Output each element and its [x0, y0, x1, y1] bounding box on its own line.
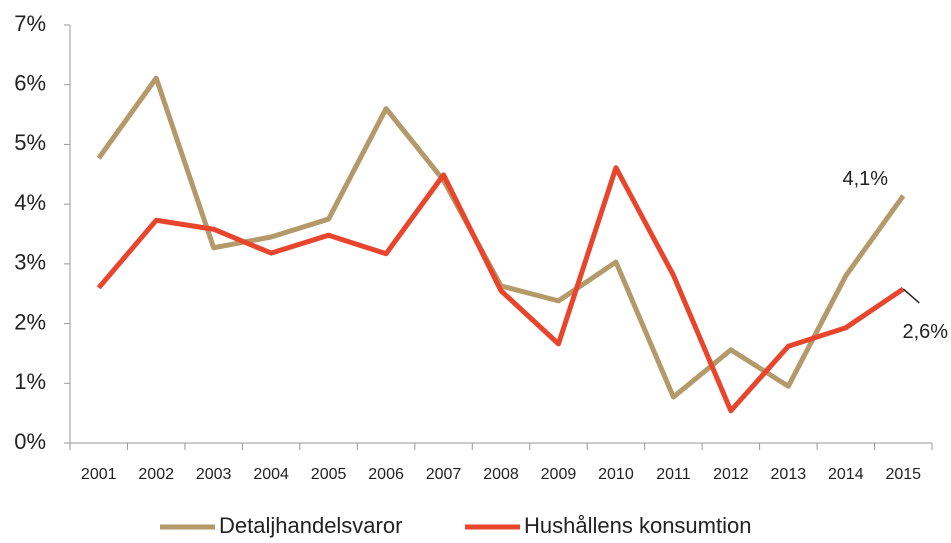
series-line — [96, 165, 905, 414]
y-tick-label: 2% — [14, 309, 46, 334]
label-leader — [902, 288, 920, 304]
value-label: 4,1% — [842, 168, 888, 190]
x-tick-label: 2003 — [196, 466, 232, 483]
x-tick-label: 2009 — [541, 466, 577, 483]
x-tick-label: 2011 — [656, 466, 691, 483]
y-tick-label: 7% — [14, 11, 46, 36]
x-tick-label: 2004 — [253, 466, 289, 483]
y-tick-label: 3% — [14, 250, 46, 275]
x-tick-label: 2008 — [483, 466, 519, 483]
y-tick-label: 1% — [14, 369, 46, 394]
x-tick-label: 2006 — [368, 466, 404, 483]
y-tick-label: 5% — [14, 130, 46, 155]
x-tick-label: 2001 — [81, 466, 117, 483]
x-tick-label: 2015 — [885, 466, 921, 483]
y-tick-label: 6% — [14, 71, 46, 96]
x-tick-label: 2013 — [771, 466, 807, 483]
x-tick-label: 2010 — [598, 466, 634, 483]
y-tick-label: 0% — [14, 429, 46, 454]
x-tick-label: 2005 — [311, 466, 347, 483]
y-tick-label: 4% — [14, 190, 46, 215]
legend-label: Detaljhandelsvaror — [219, 513, 402, 538]
x-tick-label: 2007 — [426, 466, 462, 483]
x-tick-label: 2012 — [713, 466, 749, 483]
value-label: 2,6% — [902, 321, 948, 343]
x-tick-label: 2002 — [138, 466, 174, 483]
legend-label: Hushållens konsumtion — [524, 513, 751, 538]
x-tick-label: 2014 — [828, 466, 864, 483]
